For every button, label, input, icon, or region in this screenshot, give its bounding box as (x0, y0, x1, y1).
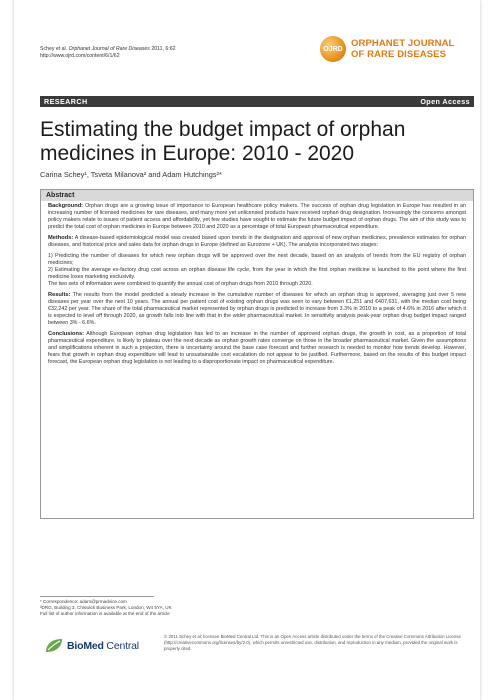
biomed-central-wordmark: BioMed Central (67, 640, 139, 652)
license-statement: © 2011 Schey et al; licensee BioMed Cent… (164, 634, 461, 651)
citation-volume: 2011, 6:62 (151, 46, 176, 52)
ojrd-logo-text: OJRD (323, 45, 343, 53)
journal-name: ORPHANET JOURNAL OF RARE DISEASES (351, 38, 454, 60)
abstract-heading: Abstract (41, 190, 473, 201)
abstract-box: Abstract Background: Orphan drugs are a … (40, 189, 474, 519)
brand-regular: Central (103, 640, 139, 652)
stage-combined: The two sets of information were combine… (48, 281, 313, 288)
conclusions-label: Conclusions: (48, 330, 85, 337)
abstract-results: Results: The results from the model pred… (48, 292, 466, 327)
journal-name-line1: ORPHANET JOURNAL (351, 38, 455, 49)
conclusions-text: Although European orphan drug legislatio… (48, 330, 466, 366)
abstract-methods: Methods: A disease-based epidemiological… (48, 235, 466, 249)
article-type-label: RESEARCH (44, 97, 88, 106)
author-info-note: Full list of author information is avail… (40, 611, 170, 616)
citation-url[interactable]: http://www.ojrd.com/content/6/1/62 (40, 53, 120, 59)
stage-1: 1) Predicting the number of diseases for… (48, 252, 466, 266)
methods-label: Methods: (48, 234, 74, 241)
citation-journal: Orphanet Journal of Rare Diseases (68, 46, 150, 52)
methods-text: A disease-based epidemiological model wa… (48, 234, 466, 249)
author-list: Carina Schey¹, Tsveta Milanova² and Adam… (40, 170, 222, 179)
footnotes: * Correspondence: adam@prmadvice.com ²DR… (40, 599, 172, 617)
correspondence-note[interactable]: * Correspondence: adam@prmadvice.com (40, 599, 127, 604)
results-text: The results from the model predicted a s… (48, 291, 467, 327)
background-label: Background: (48, 203, 84, 209)
biomed-central-logo[interactable]: BioMed Central (44, 638, 139, 654)
journal-logo[interactable]: OJRD ORPHANET JOURNAL OF RARE DISEASES (320, 34, 480, 64)
abstract-background: Background: Orphan drugs are a growing i… (48, 203, 466, 231)
ojrd-logo-icon: OJRD (320, 36, 346, 62)
stage-2: 2) Estimating the average ex-factory dru… (48, 266, 466, 281)
journal-name-line2: OF RARE DISEASES (351, 49, 447, 60)
affiliation-note: ²DRG, Building 3, Chiswick Business Park… (40, 605, 172, 610)
open-access-label: Open Access (420, 97, 470, 106)
results-label: Results: (48, 291, 71, 298)
abstract-conclusions: Conclusions: Although European orphan dr… (48, 331, 466, 366)
article-type-bar: RESEARCH Open Access (40, 96, 474, 107)
biomed-central-leaf-icon (46, 639, 62, 652)
citation-header: Schey et al. Orphanet Journal of Rare Di… (40, 46, 175, 60)
citation-authors: Schey et al. (40, 46, 68, 52)
article-title: Estimating the budget impact of orphan m… (40, 118, 406, 165)
abstract-body: Background: Orphan drugs are a growing i… (41, 201, 473, 366)
footnote-divider (40, 596, 154, 597)
paper-page: Schey et al. Orphanet Journal of Rare Di… (14, 0, 480, 700)
background-text: Orphan drugs are a growing issue of impo… (48, 203, 466, 231)
brand-bold: BioMed (67, 640, 104, 652)
